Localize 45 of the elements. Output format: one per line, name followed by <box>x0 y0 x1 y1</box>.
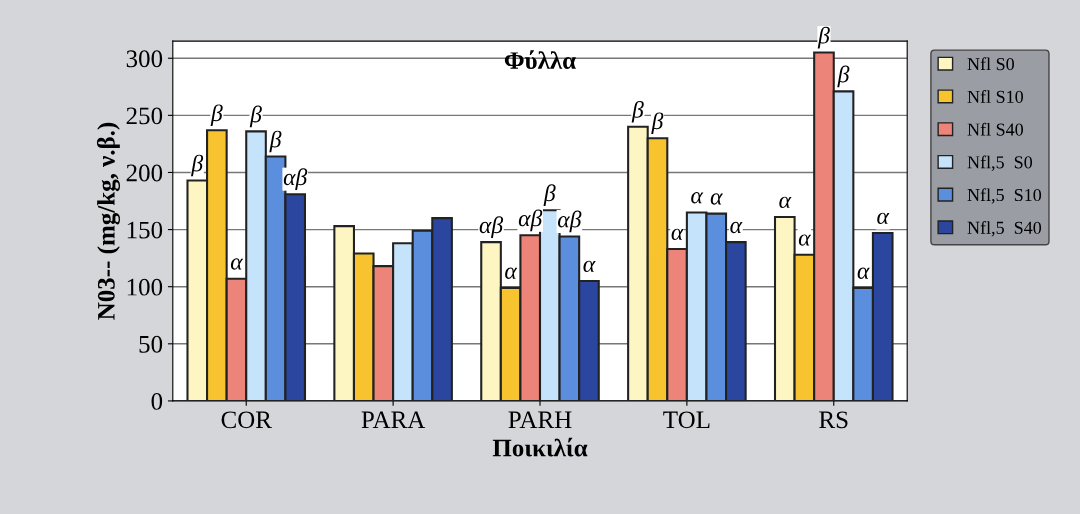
data-label: α <box>798 234 811 246</box>
legend-label: Nfl,5 S10 <box>967 188 1042 204</box>
x-tick-label: PARA <box>361 411 426 428</box>
y-axis-title: N03-- (mg/kg, ν.β.) <box>96 122 121 320</box>
data-label: α <box>857 267 870 279</box>
x-axis-title: Ποικιλία <box>492 437 588 457</box>
data-label: β <box>631 100 644 123</box>
data-label: α <box>671 228 684 241</box>
chart-title: Φύλλα <box>504 50 576 70</box>
data-label: β <box>543 184 556 206</box>
y-tick-label: 150 <box>127 221 163 239</box>
data-label: β <box>651 112 664 135</box>
y-tick-label: 300 <box>126 50 163 68</box>
x-tick-label: RS <box>819 411 848 429</box>
data-label: αβ <box>518 209 543 232</box>
x-tick-label: TOL <box>663 411 710 429</box>
data-label: αβ <box>283 168 308 191</box>
data-label: α <box>583 260 596 273</box>
legend-label: Nfl,5 S40 <box>967 220 1042 237</box>
legend-label: Nfl S10 <box>967 90 1024 103</box>
data-label: α <box>710 193 723 205</box>
data-label: α <box>779 196 792 209</box>
y-tick-label: 250 <box>126 107 163 125</box>
legend-label: Nfl S0 <box>967 57 1014 71</box>
y-tick-label: 50 <box>139 335 163 353</box>
data-label: β <box>249 105 262 128</box>
data-label: β <box>269 130 282 153</box>
data-label: β <box>837 65 850 88</box>
y-tick-label: 0 <box>151 392 163 410</box>
y-tick-label: 200 <box>126 164 163 182</box>
data-label: β <box>210 104 223 127</box>
data-label: α <box>505 267 518 279</box>
data-label: β <box>817 26 830 49</box>
x-tick-label: PARH <box>508 411 572 428</box>
data-label: αβ <box>558 210 582 233</box>
legend-label: Nfl S40 <box>967 122 1024 136</box>
data-label: α <box>691 192 704 204</box>
x-tick-label: COR <box>221 411 272 429</box>
data-label: α <box>730 221 743 234</box>
y-tick-label: 100 <box>127 278 163 296</box>
data-label: α <box>230 258 244 270</box>
data-label: α <box>877 212 890 225</box>
data-label: αβ <box>479 216 504 238</box>
data-label: β <box>191 154 204 177</box>
legend-label: Nfl,5 S0 <box>967 155 1033 171</box>
